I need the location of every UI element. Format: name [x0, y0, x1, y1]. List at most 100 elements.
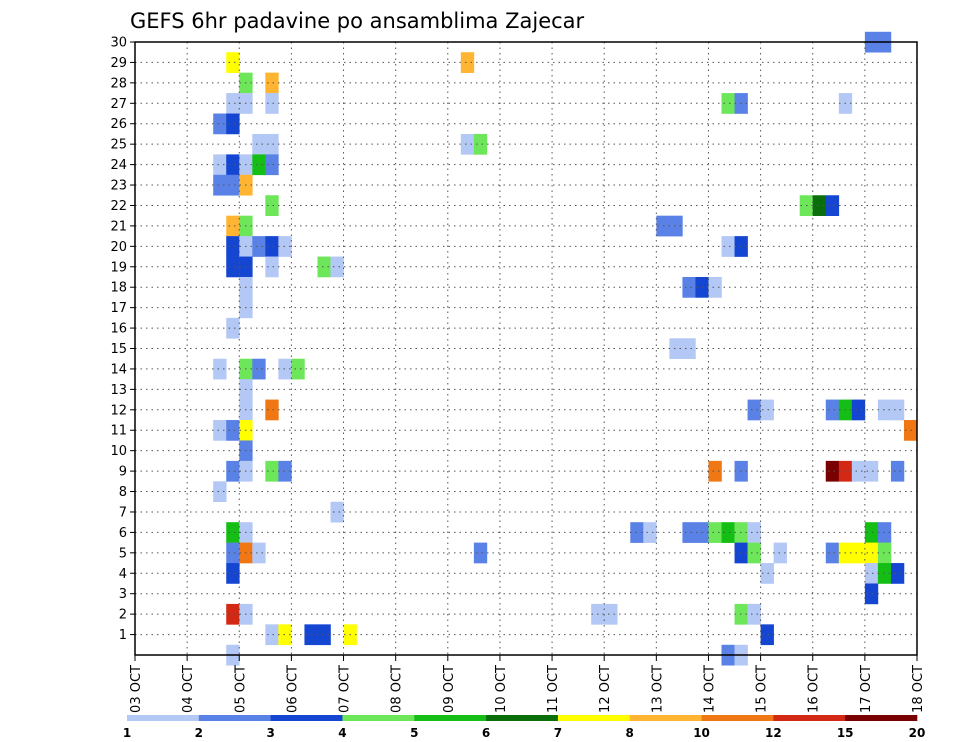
x-tick-label: 08 OCT — [390, 665, 405, 713]
y-tick-label: 4 — [119, 567, 127, 582]
y-tick-label: 12 — [110, 403, 127, 418]
heatmap-cell — [473, 542, 488, 564]
heatmap-cell — [252, 358, 266, 380]
heatmap-cell — [252, 542, 266, 564]
heatmap-cell — [643, 522, 657, 543]
heatmap-cell — [278, 236, 292, 257]
heatmap-cell — [773, 542, 787, 564]
heatmap-cell — [226, 52, 240, 73]
colorbar-swatch — [701, 715, 774, 721]
y-tick-label: 17 — [110, 301, 127, 316]
colorbar-label: 4 — [338, 726, 346, 740]
y-tick-label: 22 — [110, 199, 127, 214]
chart-title: GEFS 6hr padavine po ansamblima Zajecar — [130, 9, 585, 33]
x-tick-label: 07 OCT — [338, 665, 353, 713]
heatmap-cell — [330, 501, 344, 523]
x-tick-label: 16 OCT — [807, 665, 822, 713]
colorbar-label: 3 — [266, 726, 274, 740]
y-tick-label: 30 — [110, 36, 127, 51]
heatmap-cell — [877, 522, 892, 543]
grid-lines — [135, 42, 917, 655]
colorbar-swatch — [486, 715, 559, 721]
y-tick-label: 23 — [110, 179, 127, 194]
heatmap-cell — [226, 460, 240, 482]
heatmap-cell — [864, 563, 879, 584]
heatmap-cell — [877, 399, 892, 421]
heatmap-cell — [317, 624, 331, 646]
colorbar-swatch — [127, 715, 200, 721]
y-tick-label: 14 — [110, 362, 127, 377]
heatmap-cell — [747, 603, 761, 625]
heatmap-cell — [226, 236, 240, 257]
heatmap-cell — [864, 542, 879, 564]
heatmap-cell — [291, 358, 305, 380]
y-tick-label: 13 — [110, 383, 127, 398]
heatmap-cell — [747, 522, 761, 543]
heatmap-cell — [252, 236, 266, 257]
heatmap-cell — [226, 93, 240, 114]
heatmap-cell — [330, 256, 344, 278]
heatmap-cell — [825, 542, 840, 564]
colorbar-label: 20 — [909, 726, 926, 740]
heatmap-cell — [682, 338, 696, 360]
heatmap-cell — [747, 542, 761, 564]
colorbar-label: 12 — [765, 726, 782, 740]
heatmap-cell — [213, 154, 227, 176]
y-axis-ticks: 1234567891011121314151617181920212223242… — [110, 36, 135, 643]
heatmap-cell — [721, 236, 735, 257]
y-tick-label: 11 — [110, 424, 127, 439]
heatmap-cell — [760, 563, 774, 584]
heatmap-cell — [278, 624, 292, 646]
x-tick-label: 11 OCT — [546, 665, 561, 713]
y-tick-label: 3 — [119, 587, 127, 602]
heatmap-cell — [825, 195, 840, 216]
y-tick-label: 25 — [110, 138, 127, 153]
y-tick-label: 21 — [110, 219, 127, 234]
heatmap-cell — [760, 399, 774, 421]
x-tick-label: 17 OCT — [859, 665, 874, 713]
x-tick-label: 13 OCT — [650, 665, 665, 713]
x-tick-label: 15 OCT — [755, 665, 770, 713]
heatmap-cell — [226, 113, 240, 135]
y-tick-label: 15 — [110, 342, 127, 357]
colorbar-label: 5 — [410, 726, 418, 740]
colorbar-label: 6 — [482, 726, 490, 740]
x-tick-label: 06 OCT — [285, 665, 300, 713]
heatmap-cell — [265, 256, 279, 278]
y-tick-label: 7 — [119, 505, 127, 520]
heatmap-cell — [252, 133, 266, 155]
x-tick-label: 14 OCT — [702, 665, 717, 713]
x-tick-label: 04 OCT — [181, 665, 196, 713]
heatmap-cell — [278, 460, 292, 482]
heatmap-cell — [460, 133, 475, 155]
colorbar-swatch — [342, 715, 415, 721]
heatmap-cell — [708, 460, 722, 482]
colorbar-label: 1 — [123, 726, 131, 740]
colorbar-swatch — [557, 715, 631, 721]
heatmap-cell — [226, 563, 240, 584]
heatmap-cell — [265, 399, 279, 421]
colorbar-label: 2 — [195, 726, 203, 740]
x-tick-label: 18 OCT — [911, 665, 926, 713]
heatmap-cell — [226, 256, 240, 278]
colorbar-label: 8 — [626, 726, 634, 740]
heatmap-cell — [265, 72, 279, 94]
heatmap-cell — [226, 215, 240, 237]
heatmap-cell — [708, 522, 722, 543]
heatmap-cell — [226, 420, 240, 441]
y-tick-label: 1 — [119, 628, 127, 643]
x-tick-label: 03 OCT — [129, 665, 144, 713]
heatmap-cell — [213, 420, 227, 441]
heatmap-cell — [721, 93, 735, 114]
y-tick-label: 9 — [119, 465, 127, 480]
heatmap-cell — [864, 583, 879, 605]
x-tick-label: 12 OCT — [598, 665, 613, 713]
heatmap-cell — [265, 133, 279, 155]
heatmap-cell — [890, 399, 905, 421]
y-tick-label: 20 — [110, 240, 127, 255]
heatmap-cell — [226, 603, 240, 625]
y-tick-label: 8 — [119, 485, 127, 500]
heatmap-cell — [265, 624, 279, 646]
y-tick-label: 18 — [110, 281, 127, 296]
heatmap-cell — [213, 113, 227, 135]
